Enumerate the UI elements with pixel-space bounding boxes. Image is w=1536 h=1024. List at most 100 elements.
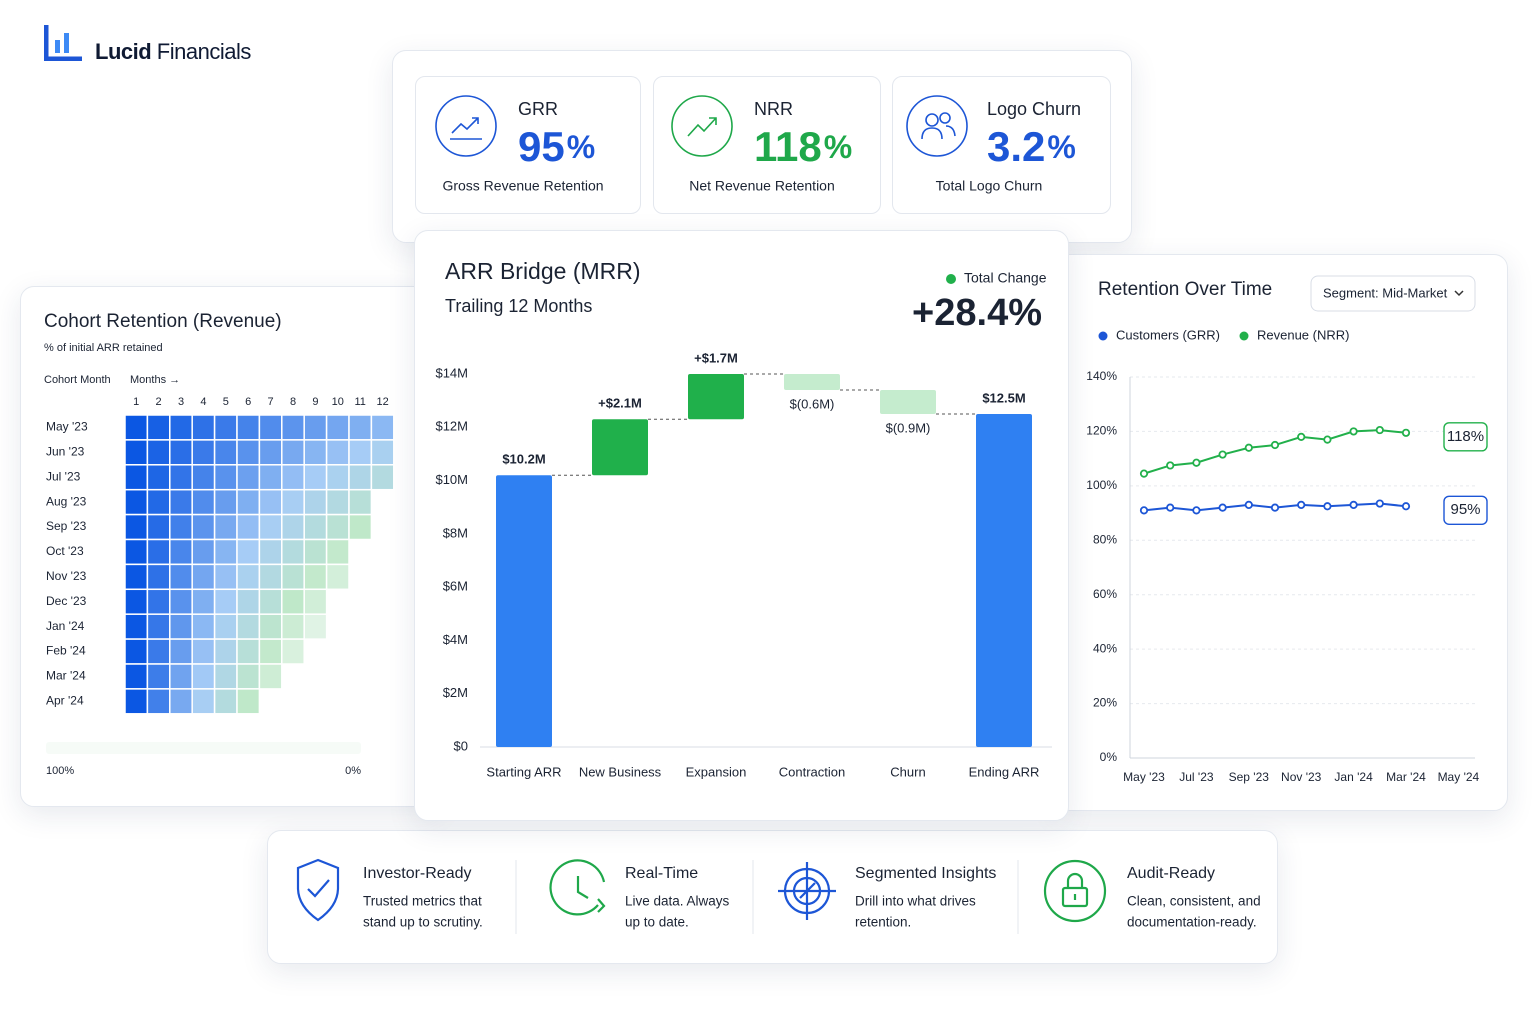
heat-cell [169,538,193,566]
x-tick-label: New Business [579,764,662,779]
data-point [1218,450,1227,459]
chart-title: ARR Bridge (MRR) [445,258,641,284]
heat-cell [325,513,350,541]
heat-cell [146,613,171,640]
feature-title: Audit-Ready [1127,865,1215,882]
y-tick-label: $14M [435,365,468,380]
x-tick-label: Jul '23 [1179,770,1214,784]
data-point [1192,458,1201,467]
heat-cell [124,613,149,640]
data-point [1349,500,1358,510]
row-label: Jul '23 [46,469,81,483]
heat-cell [236,513,261,541]
dropdown-label[interactable]: Segment: Mid-Market [1323,285,1448,300]
chart-title: Cohort Retention (Revenue) [44,311,282,332]
column-label: 9 [312,396,318,408]
kpi-value: 3.2% [987,123,1076,170]
heat-cell [236,488,261,516]
kpi-unit: % [567,129,595,165]
chart-subtitle: % of initial ARR retained [44,342,163,354]
heat-cell [191,663,216,690]
heat-cell [348,414,373,441]
heat-cell [303,538,328,566]
heat-cell [258,538,283,566]
y-tick-label: $2M [443,685,468,700]
heat-cell [281,638,305,665]
feature-text: Live data. Always [625,894,730,909]
heat-cell [146,488,171,516]
row-label: Mar '24 [46,669,86,683]
heat-cell [303,563,328,591]
heat-cell [213,563,238,591]
heat-cell [325,563,350,591]
column-label: 6 [245,396,251,408]
kpi-card [892,76,1111,214]
heat-cell [124,414,149,441]
column-label: 8 [290,396,296,408]
kpi-icons [435,95,968,157]
kpi-value: 118% [754,123,852,170]
column-label: 11 [354,396,365,408]
data-point [1401,428,1411,437]
heat-cell [146,513,171,541]
heat-cell [169,563,193,591]
bar [688,374,744,420]
heat-cell [348,439,373,466]
segment-dropdown[interactable] [1310,275,1476,312]
heat-cell [281,464,305,491]
logo-icon [44,25,82,61]
heat-cell [370,464,395,491]
heat-cell [169,613,193,640]
y-tick-label: $8M [443,525,468,540]
feature-text: documentation-ready. [1127,915,1257,930]
colorbar-label: 100% [46,765,74,777]
kpi-value: 95% [518,123,595,170]
heat-cell [370,414,395,441]
kpi-title: GRR [518,99,558,119]
heat-cell [236,663,261,690]
row-label: Jun '23 [46,445,85,459]
heat-cell [124,439,149,466]
brand-name: Lucid Financials [95,39,251,64]
heat-cell [281,613,305,640]
data-point [1323,502,1332,511]
heat-cell [146,663,171,690]
heat-cell [258,488,283,516]
kpi-caption: Total Logo Churn [936,178,1043,194]
heat-cell [258,613,283,640]
heat-cell [213,638,238,665]
column-label: 1 [133,396,139,408]
row-label: Apr '24 [46,694,84,708]
heat-cell [146,464,171,491]
heat-cell [213,464,238,491]
heat-cell [348,464,373,491]
heat-cell [236,439,261,466]
row-label: Aug '23 [46,494,87,508]
data-point [1375,425,1384,435]
row-header: Cohort Month [44,374,111,386]
data-point [1166,503,1175,512]
heat-cell [169,513,193,541]
heat-cell [325,439,350,466]
data-point [1192,506,1201,515]
heat-cell [146,538,171,566]
heat-cell [169,688,193,715]
feature-text: Clean, consistent, and [1127,894,1261,909]
feature-text: up to date. [625,915,689,930]
heat-cell [191,439,216,466]
heat-cell [325,414,350,441]
feature-separators [515,860,1019,934]
column-label: 10 [332,396,344,408]
heat-cell [124,688,149,715]
x-tick-label: Churn [890,764,925,779]
colorbar [46,742,361,754]
y-tick-label: 140% [1086,369,1117,383]
heat-cell [191,464,216,491]
column-label: 12 [376,396,388,408]
heat-cell [213,688,238,715]
x-tick-label: Nov '23 [1281,770,1322,784]
heat-cell [191,538,216,566]
row-label: Sep '23 [46,519,87,533]
x-tick-label: Starting ARR [486,764,561,779]
